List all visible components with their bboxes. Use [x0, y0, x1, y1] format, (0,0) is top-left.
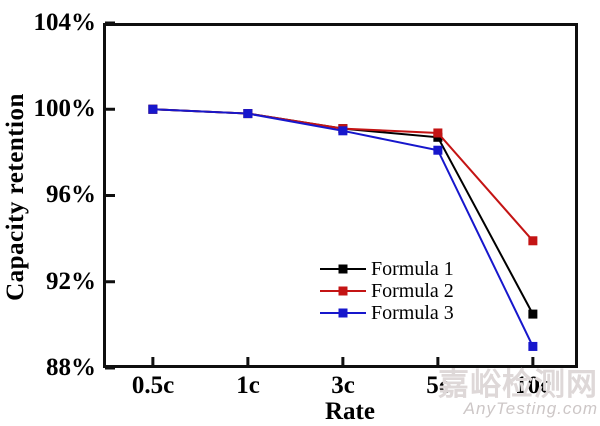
legend-line-sample: [320, 308, 366, 318]
x-tick-label-5c: 5c: [426, 372, 450, 399]
square-marker-icon: [338, 264, 348, 274]
y-tick-label-92: 92%: [46, 268, 96, 295]
legend-line-sample: [320, 264, 366, 274]
x-tick-label-10c: 10c: [514, 372, 552, 399]
series-marker-2: [528, 236, 538, 246]
y-tick-label-88: 88%: [46, 354, 96, 381]
y-tick-label-104: 104%: [33, 9, 97, 36]
legend-label: Formula 3: [371, 302, 454, 324]
x-tick-label-3c: 3c: [331, 372, 355, 399]
series-marker-3: [528, 341, 538, 351]
series-marker-1: [528, 309, 538, 319]
legend-entry-formula-3: Formula 3: [320, 302, 454, 324]
series-marker-3: [433, 145, 443, 155]
legend-entry-formula-2: Formula 2: [320, 280, 454, 302]
legend-label: Formula 2: [371, 280, 454, 302]
legend-entry-formula-1: Formula 1: [320, 258, 454, 280]
square-marker-icon: [338, 308, 348, 318]
x-tick-label-1c: 1c: [236, 372, 260, 399]
x-axis-title: Rate: [325, 398, 375, 425]
legend-label: Formula 1: [371, 258, 454, 280]
axes-frame: [103, 23, 578, 368]
legend: Formula 1 Formula 2 Formula 3: [320, 258, 454, 324]
series-marker-3: [338, 126, 348, 136]
legend-line-sample: [320, 286, 366, 296]
series-marker-2: [433, 128, 443, 138]
y-tick-label-100: 100%: [33, 95, 97, 122]
x-tick-label-0.5c: 0.5c: [131, 372, 175, 399]
series-marker-3: [243, 109, 253, 119]
series-marker-3: [148, 104, 158, 114]
y-tick-label-96: 96%: [46, 181, 96, 208]
square-marker-icon: [338, 286, 348, 296]
